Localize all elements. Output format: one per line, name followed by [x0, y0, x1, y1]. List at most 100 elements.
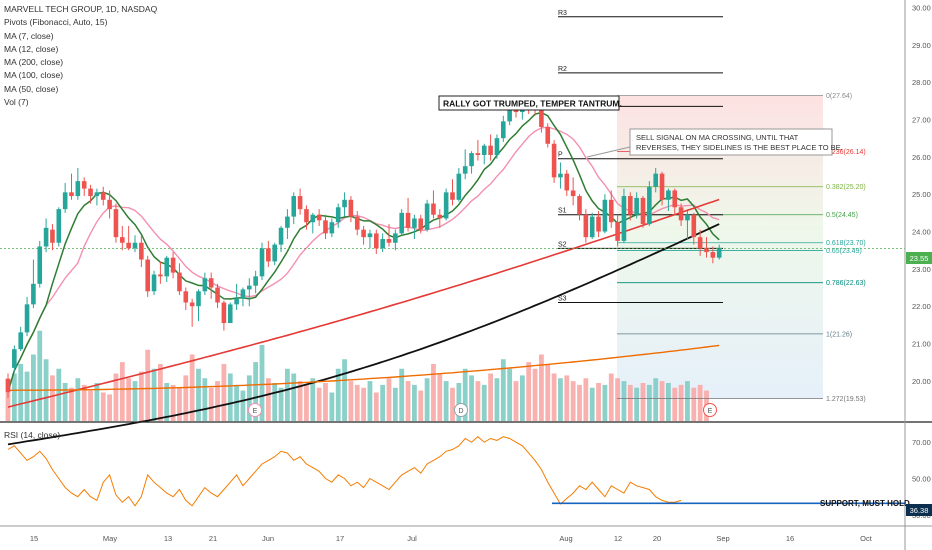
volume-bar: [532, 368, 538, 421]
candle-body: [608, 199, 614, 223]
candle-body: [342, 199, 347, 208]
volume-bar: [405, 381, 411, 421]
time-tick-label: 15: [30, 534, 38, 543]
volume-bar: [602, 384, 608, 421]
volume-bar: [5, 378, 11, 421]
pivot-label: P: [558, 152, 563, 159]
time-tick-label: Jun: [262, 534, 274, 543]
dividend-marker[interactable]: D: [458, 408, 463, 415]
volume-bar: [285, 368, 290, 421]
price-tick-label: 22.00: [912, 302, 931, 311]
rsi-line: [7, 436, 682, 507]
candle-body: [634, 197, 639, 215]
candle-body: [659, 173, 665, 200]
volume-bar: [640, 383, 646, 421]
rsi-tick-label: 70.00: [912, 438, 931, 447]
candle-body: [208, 278, 214, 288]
candle-body: [481, 145, 487, 155]
candle-body: [50, 229, 55, 243]
pivot-label: S2: [558, 241, 567, 248]
pivot-label: S1: [558, 208, 567, 215]
fib-level-label: 0.786(22.63): [826, 280, 866, 287]
volume-bar: [621, 381, 627, 421]
candle-body: [323, 220, 328, 234]
candle-body: [691, 214, 697, 238]
candle-body: [704, 248, 709, 253]
candle-body: [386, 239, 392, 243]
price-tick-label: 20.00: [912, 377, 931, 386]
volume-bar: [583, 378, 589, 421]
volume-bar: [666, 383, 671, 421]
candle-body: [75, 181, 81, 197]
candle-body: [113, 209, 119, 238]
candle-body: [5, 379, 11, 393]
candle-body: [18, 332, 23, 350]
time-tick-label: 13: [164, 534, 172, 543]
indicator-label: MA (12, close): [4, 43, 59, 54]
indicator-label: MA (50, close): [4, 83, 59, 94]
ma100-line: [7, 223, 720, 446]
volume-bar: [589, 387, 595, 421]
candle-body: [647, 186, 652, 225]
price-tick-label: 26.00: [912, 153, 931, 162]
candle-body: [437, 214, 443, 219]
candle-body: [304, 209, 309, 223]
candle-body: [367, 233, 373, 238]
candle-body: [100, 192, 106, 200]
candle-body: [81, 181, 87, 189]
candle-body: [596, 216, 601, 232]
candle-body: [297, 196, 303, 210]
volume-bar: [62, 383, 68, 421]
candle-body: [412, 218, 417, 228]
earnings-marker[interactable]: E: [708, 408, 713, 415]
volume-bar: [653, 378, 659, 421]
candle-body: [640, 197, 646, 225]
volume-bar: [297, 381, 303, 421]
candle-body: [215, 287, 220, 303]
candle-body: [399, 212, 404, 234]
volume-bar: [113, 373, 119, 421]
volume-bar: [221, 364, 227, 421]
candle-body: [126, 242, 131, 249]
volume-bar: [253, 362, 259, 421]
candle-body: [374, 233, 379, 249]
candle-body: [621, 196, 627, 241]
candle-body: [716, 248, 722, 258]
volume-bar: [399, 368, 405, 421]
volume-bar: [577, 384, 582, 421]
volume-bar: [177, 387, 182, 421]
volume-bar: [31, 354, 36, 421]
price-tick-label: 25.00: [912, 190, 931, 199]
volume-bar: [462, 368, 468, 421]
volume-bar: [551, 373, 557, 421]
pivot-label: S3: [558, 295, 567, 302]
volume-bar: [170, 384, 176, 421]
candle-body: [31, 283, 36, 305]
indicator-label: MA (100, close): [4, 70, 64, 81]
volume-bar: [24, 371, 30, 421]
candle-body: [697, 237, 703, 249]
time-tick-label: Jul: [407, 534, 417, 543]
volume-bar: [367, 381, 373, 421]
rally-annotation: RALLY GOT TRUMPED, TEMPER TANTRUM.: [443, 99, 622, 109]
volume-bar: [37, 330, 43, 421]
indicator-label: MA (7, close): [4, 30, 54, 41]
volume-bar: [18, 364, 24, 421]
candle-body: [678, 207, 684, 221]
candle-body: [443, 192, 449, 219]
volume-bar: [164, 383, 170, 421]
candle-body: [405, 212, 411, 228]
candle-body: [145, 259, 150, 292]
volume-bar: [386, 378, 392, 421]
candle-body: [583, 214, 589, 238]
candle-body: [589, 216, 595, 238]
volume-bar: [361, 387, 366, 421]
volume-bar: [259, 345, 265, 421]
volume-bar: [646, 384, 652, 421]
candle-body: [120, 237, 125, 243]
volume-bar: [424, 378, 430, 421]
candle-body: [424, 203, 430, 230]
candle-body: [202, 278, 208, 292]
earnings-marker[interactable]: E: [253, 408, 258, 415]
